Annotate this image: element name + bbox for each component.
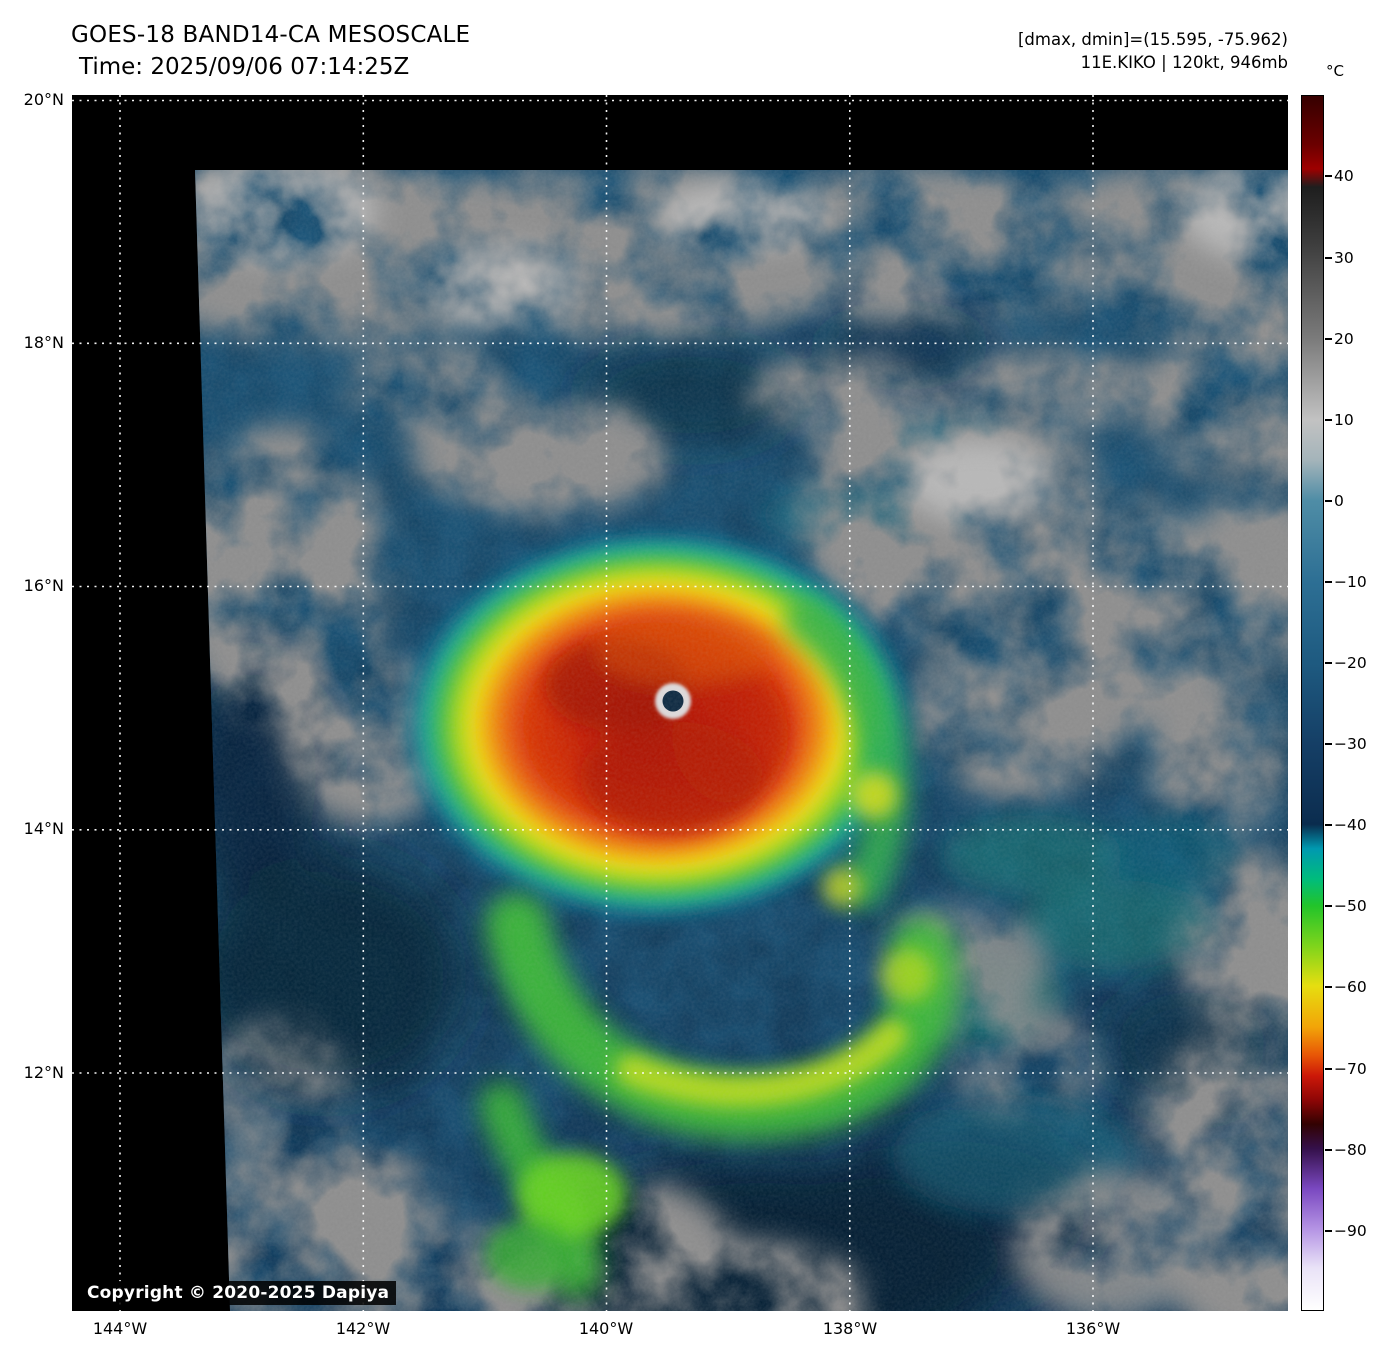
lat-axis-label: 12°N (23, 1063, 64, 1082)
copyright-label: Copyright © 2020-2025 Dapiya (80, 1281, 397, 1305)
lat-axis-label: 20°N (23, 90, 64, 109)
storm-info-readout: 11E.KIKO | 120kt, 946mb (1080, 53, 1288, 72)
dmax-dmin-readout: [dmax, dmin]=(15.595, -75.962) (1018, 30, 1288, 49)
lon-axis-label: 136°W (1065, 1319, 1121, 1338)
colorbar-tick-label: −10 (1325, 573, 1380, 591)
lat-axis-label: 14°N (23, 819, 64, 838)
colorbar-tick-label: −30 (1325, 735, 1380, 753)
colorbar-tick-label: 10 (1325, 411, 1380, 429)
data-region (195, 170, 1288, 1311)
lon-axis-label: 142°W (335, 1319, 391, 1338)
product-title: GOES-18 BAND14-CA MESOSCALE (71, 22, 471, 48)
colorbar-tick-label: −70 (1325, 1060, 1380, 1078)
lat-axis-label: 16°N (23, 576, 64, 595)
colorbar-tick-label: 0 (1325, 492, 1380, 510)
colorbar-unit-label: °C (1326, 62, 1344, 80)
colorbar-tick-label: −50 (1325, 897, 1380, 915)
graticule-lines (72, 95, 1288, 1311)
colorbar-tick-label: −90 (1325, 1222, 1380, 1240)
satellite-map: Copyright © 2020-2025 Dapiya (72, 95, 1288, 1311)
timestamp: Time: 2025/09/06 07:14:25Z (79, 54, 410, 80)
colorbar-tick-label: −80 (1325, 1141, 1380, 1159)
annotation-block: [dmax, dmin]=(15.595, -75.962) 11E.KIKO … (1018, 28, 1288, 74)
lon-axis-label: 140°W (578, 1319, 634, 1338)
sensor-grain (195, 170, 1288, 1311)
colorbar-tick-label: 20 (1325, 330, 1380, 348)
colorbar-tick-label: 30 (1325, 249, 1380, 267)
lon-axis-label: 144°W (92, 1319, 148, 1338)
temperature-colorbar (1301, 95, 1324, 1311)
lon-axis-label: 138°W (822, 1319, 878, 1338)
colorbar-tick-label: 40 (1325, 167, 1380, 185)
satellite-scene (72, 95, 1288, 1311)
lat-axis-label: 18°N (23, 333, 64, 352)
colorbar-tick-label: −40 (1325, 816, 1380, 834)
colorbar-tick-label: −20 (1325, 654, 1380, 672)
colorbar-tick-label: −60 (1325, 978, 1380, 996)
